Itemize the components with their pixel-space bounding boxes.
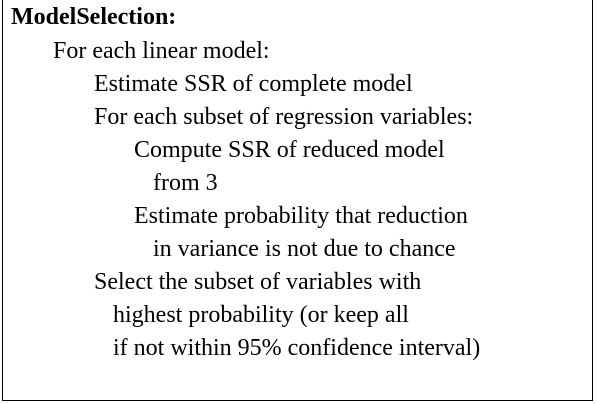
algorithm-line: in variance is not due to chance [153, 236, 456, 262]
algorithm-line: For each linear model: [53, 38, 270, 64]
algorithm-line: Estimate probability that reduction [134, 203, 468, 229]
algorithm-line: Compute SSR of reduced model [134, 137, 445, 163]
algorithm-line: Estimate SSR of complete model [94, 71, 413, 97]
algorithm-line: from 3 [153, 170, 218, 196]
algorithm-line: For each subset of regression variables: [94, 104, 474, 130]
algorithm-title: ModelSelection: [11, 4, 177, 30]
algorithm-line: Select the subset of variables with [94, 269, 422, 295]
algorithm-line: if not within 95% confidence interval) [113, 335, 481, 361]
algorithm-line: highest probability (or keep all [113, 302, 409, 328]
